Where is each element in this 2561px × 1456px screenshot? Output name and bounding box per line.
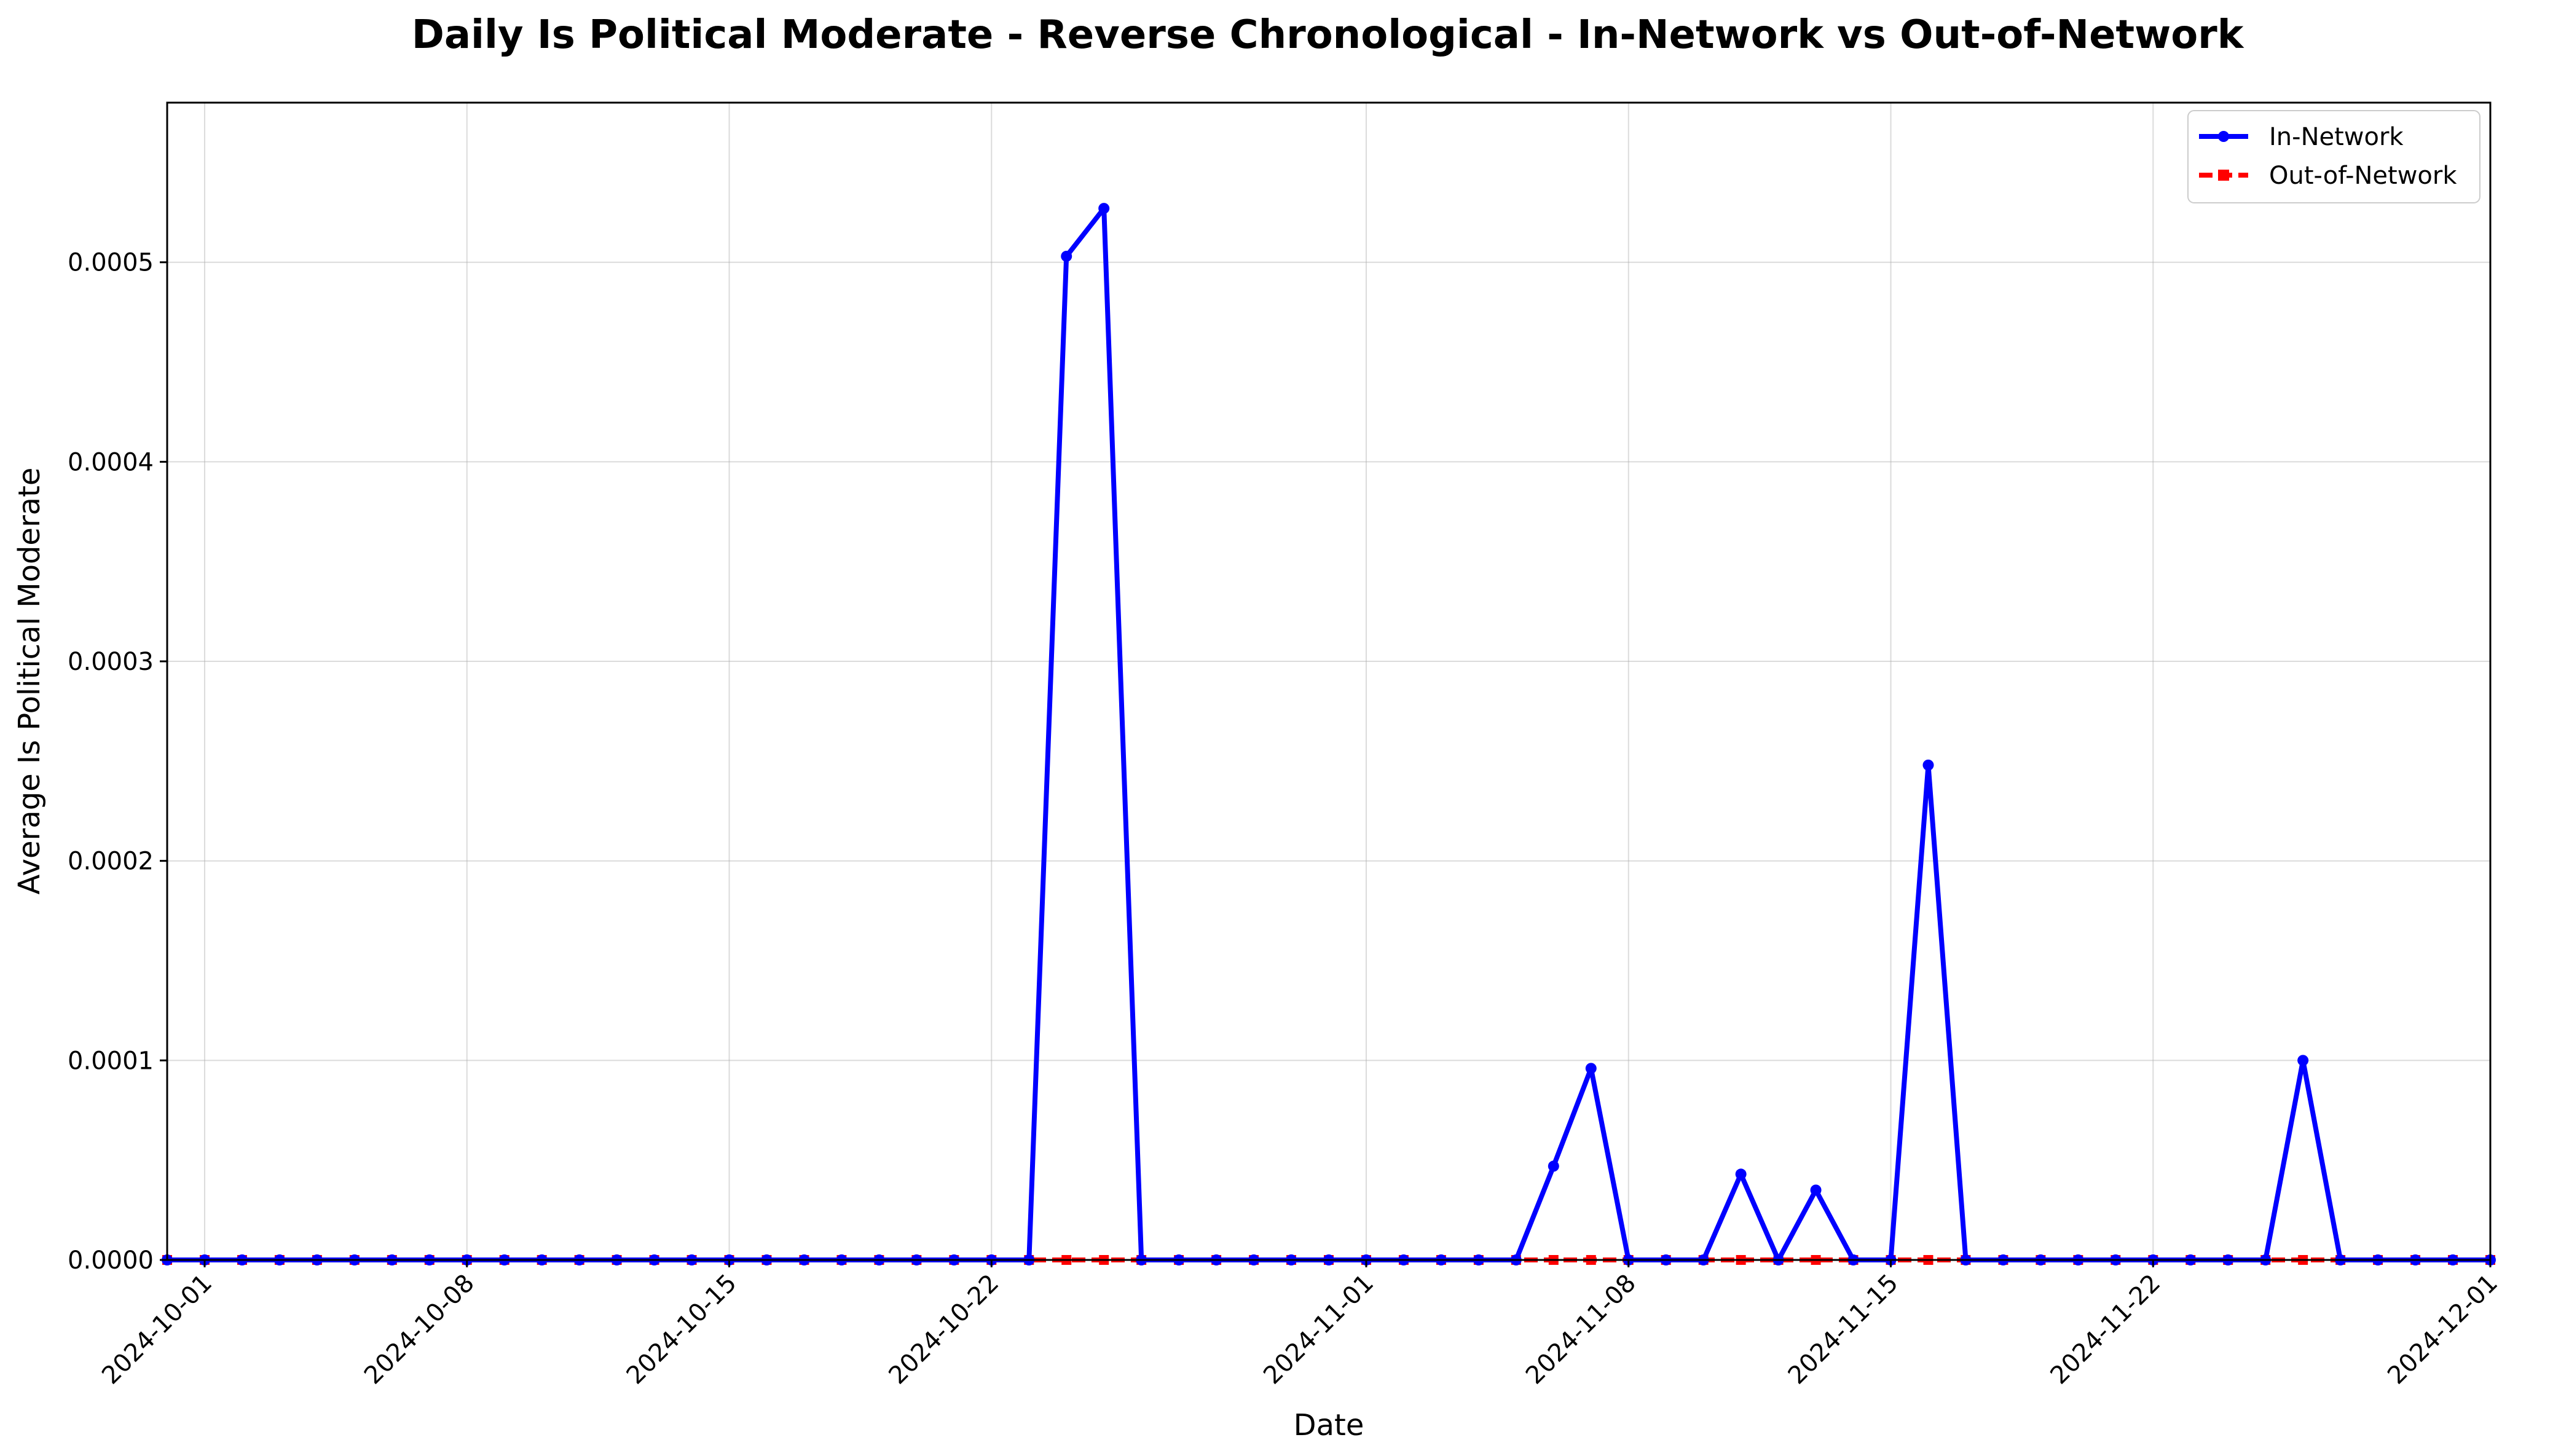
- grid-lines: [167, 103, 2491, 1261]
- y-tick-label: 0.0005: [68, 249, 154, 277]
- legend-box: [2187, 110, 2480, 203]
- data-point: [1061, 250, 1072, 262]
- legend-marker-in-network: [2218, 131, 2229, 142]
- y-axis-ticks: 0.0000 0.0001 0.0002 0.0003 0.0004 0.0005: [68, 249, 167, 1275]
- y-axis-label: Average Is Political Moderate: [12, 468, 47, 895]
- data-point: [1735, 1168, 1747, 1180]
- data-point: [2297, 1055, 2309, 1066]
- plot-area-frame: [166, 101, 2492, 1261]
- y-tick-label: 0.0004: [68, 448, 154, 476]
- data-point: [1548, 1160, 1559, 1172]
- data-point: [1098, 203, 1110, 214]
- legend-label-in-network: In-Network: [2269, 123, 2404, 151]
- legend: In-Network Out-of-Network: [2187, 110, 2480, 203]
- y-tick-label: 0.0001: [68, 1047, 154, 1075]
- legend-marker-out-of-network: [2218, 170, 2229, 181]
- y-tick-label: 0.0002: [68, 848, 154, 876]
- x-axis-label: Date: [1294, 1408, 1364, 1442]
- data-point: [1810, 1184, 1822, 1196]
- y-tick-label: 0.0000: [68, 1246, 154, 1275]
- data-point: [1922, 759, 1934, 771]
- y-tick-label: 0.0003: [68, 648, 154, 676]
- chart-title: Daily Is Political Moderate - Reverse Ch…: [412, 12, 2244, 58]
- data-point: [1585, 1063, 1597, 1074]
- legend-label-out-of-network: Out-of-Network: [2269, 162, 2457, 190]
